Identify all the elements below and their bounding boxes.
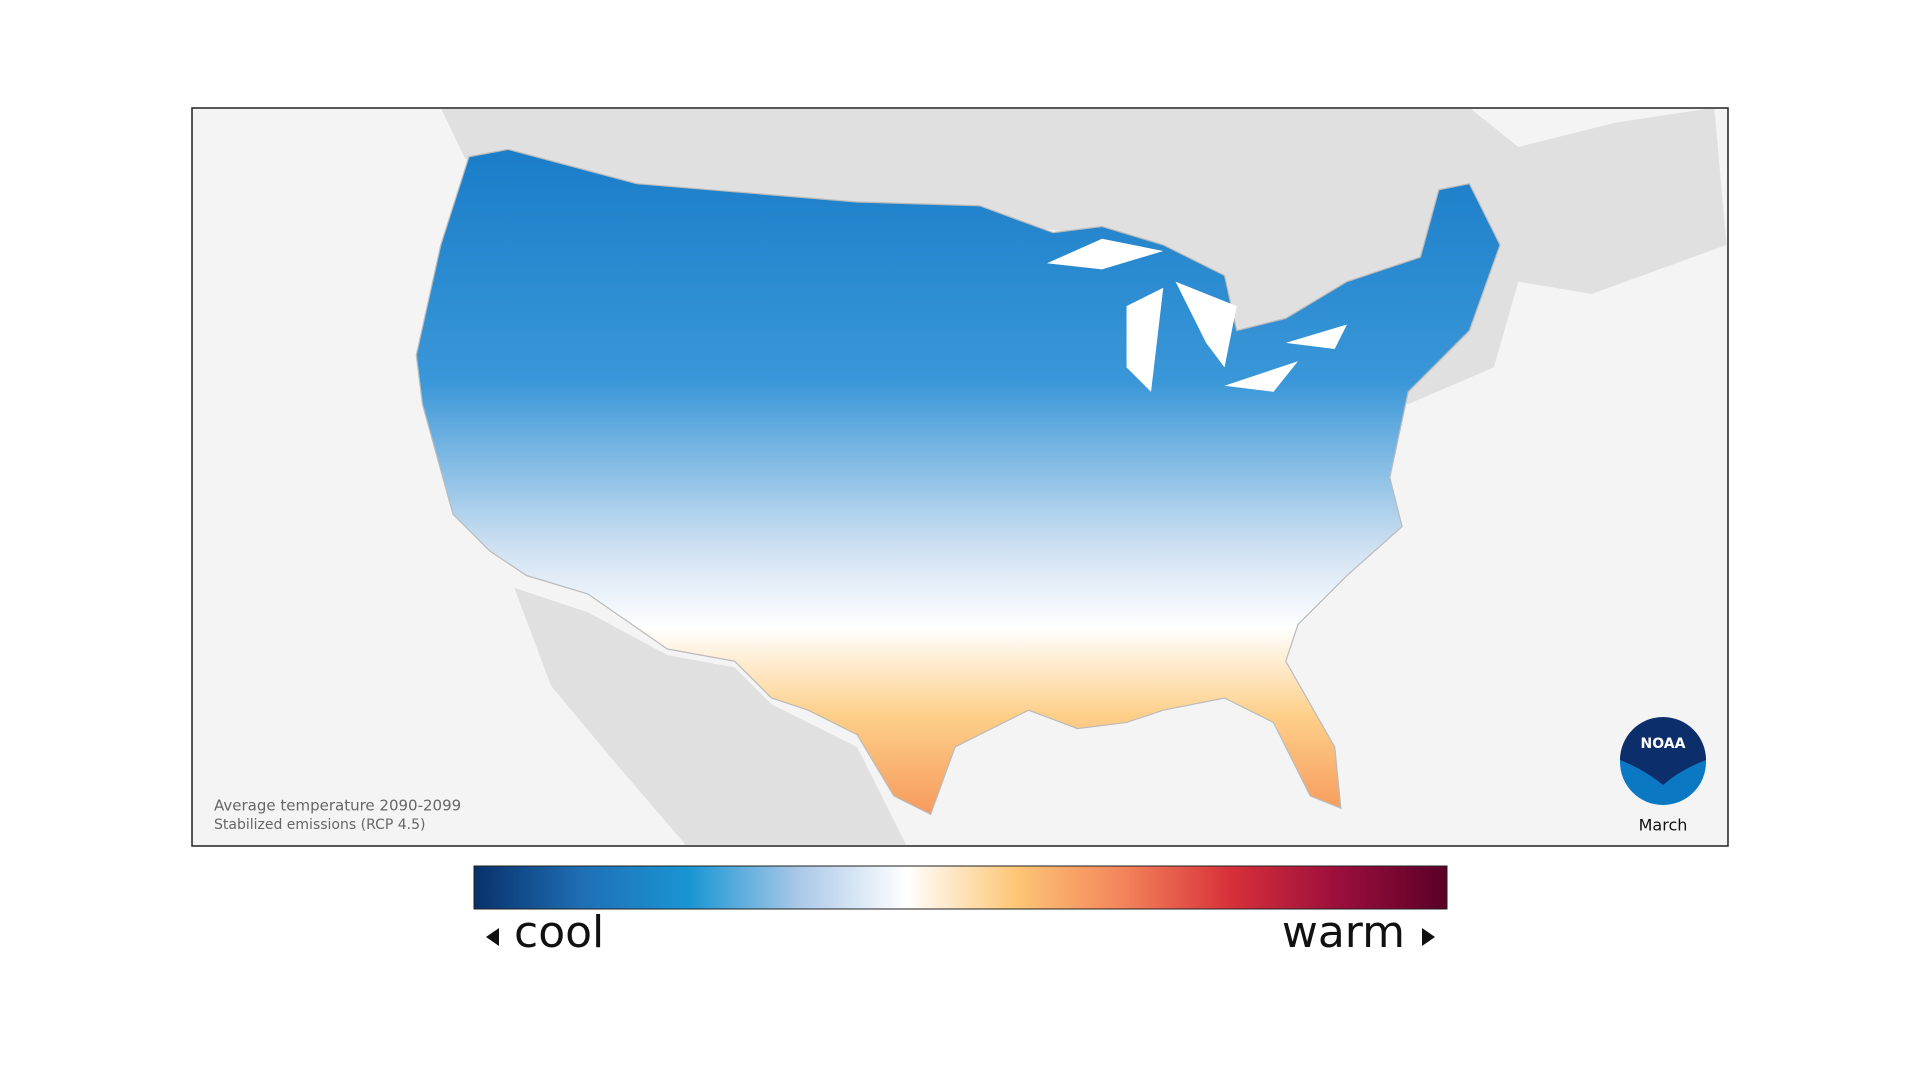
legend-low-label: cool [514, 907, 604, 958]
logo-top [1620, 717, 1706, 785]
arrow-right [1422, 928, 1435, 946]
map-area [415, 109, 1727, 845]
month-label: March [1639, 816, 1688, 835]
legend-high-label: warm [1282, 907, 1405, 958]
great-lakes [1046, 238, 1347, 392]
arrow-left [486, 928, 499, 946]
noaa-logo: NOAA [1620, 717, 1706, 805]
color-legend [473, 865, 1448, 910]
mexico-land [514, 587, 907, 845]
logo-text: NOAA [1641, 736, 1686, 752]
caption-line: Stabilized emissions (RCP 4.5) [214, 817, 426, 833]
caption-line: Average temperature 2090-2099 [214, 797, 461, 815]
